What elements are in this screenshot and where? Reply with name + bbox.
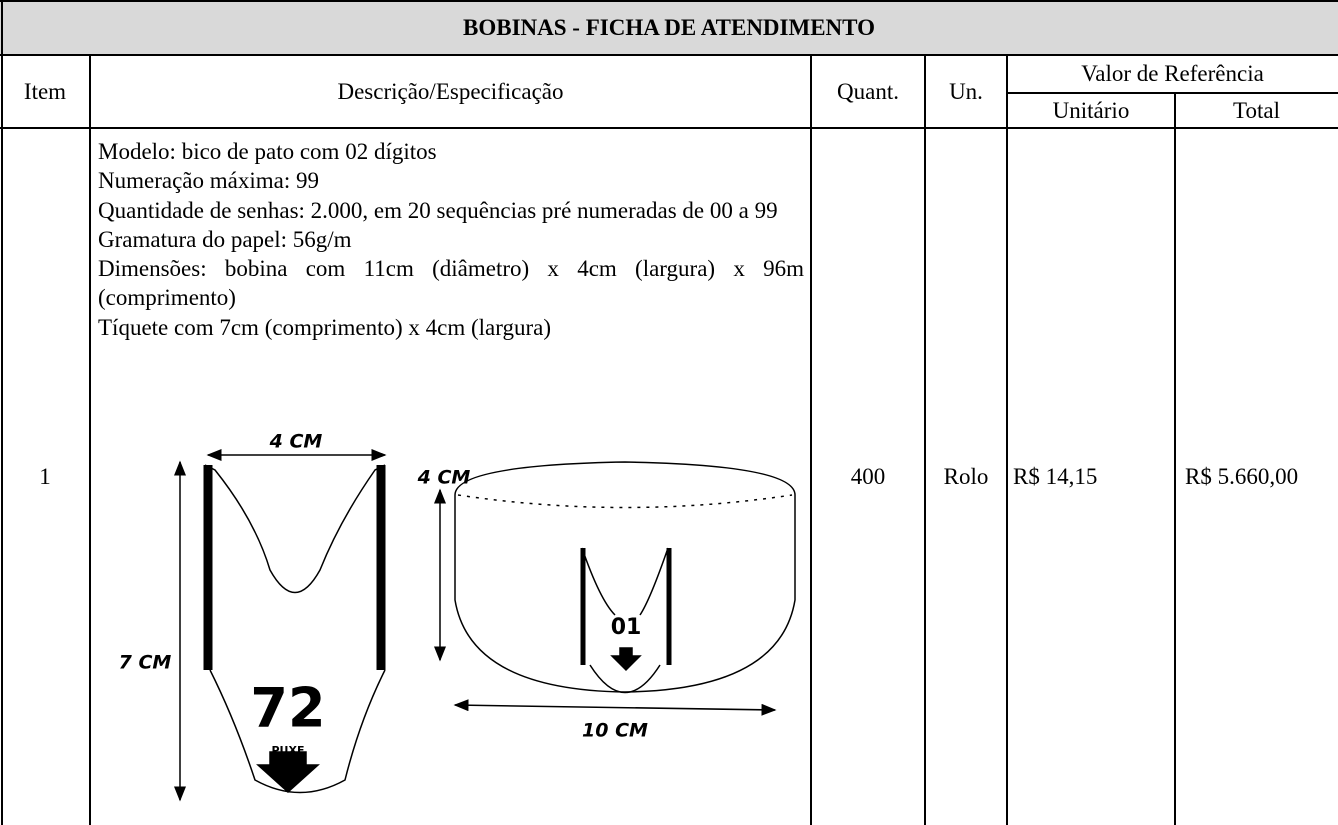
figure-label: 72 <box>250 677 325 740</box>
description-line: Numeração máxima: 99 <box>98 168 319 194</box>
header-reference: Valor de Referência <box>1081 61 1264 86</box>
row-quantity: 400 <box>850 463 886 489</box>
row-item: 1 <box>39 463 51 489</box>
description-line: Tíquete com 7cm (comprimento) x 4cm (lar… <box>98 314 552 340</box>
border <box>1006 55 1008 825</box>
border <box>1174 93 1176 825</box>
description-line: Dimensões: bobina com 11cm (diâmetro) x … <box>98 256 804 311</box>
border <box>1007 92 1338 94</box>
header-unit: Un. <box>949 78 983 104</box>
row-unit: Rolo <box>943 463 989 489</box>
figure-label: 4 CM <box>417 467 471 489</box>
row-unit-price: R$ 14,15 <box>1013 463 1098 489</box>
roll <box>434 461 796 716</box>
border <box>0 54 1338 56</box>
row-description: Modelo: bico de pato com 02 dígitos Nume… <box>98 137 804 342</box>
row-total: R$ 5.660,00 <box>1185 463 1299 489</box>
border <box>0 0 1338 2</box>
header-total: Total <box>1233 97 1280 123</box>
description-line: Gramatura do papel: 56g/m <box>98 226 352 252</box>
header-quantity: Quant. <box>837 78 899 104</box>
header-unit-price: Unitário <box>1052 97 1130 123</box>
figure-label: PUXE <box>272 744 305 757</box>
figure-label: 7 CM <box>119 652 172 674</box>
header-description: Descrição/Especificação <box>337 78 564 104</box>
header-item: Item <box>23 78 67 104</box>
border <box>0 127 1338 129</box>
title: BOBINAS - FICHA DE ATENDIMENTO <box>463 14 875 40</box>
border <box>810 55 812 825</box>
figure-label: 4 CM <box>269 431 323 453</box>
ticket <box>174 449 387 802</box>
border <box>1 0 3 825</box>
title-cell: BOBINAS - FICHA DE ATENDIMENTO <box>0 0 1338 55</box>
figure-label: 01 <box>611 615 642 640</box>
border <box>89 55 91 825</box>
description-line: Quantidade de senhas: 2.000, em 20 sequê… <box>98 197 778 223</box>
figure-label: 10 CM <box>582 720 648 742</box>
border <box>924 55 926 825</box>
description-line: Modelo: bico de pato com 02 dígitos <box>98 139 437 164</box>
